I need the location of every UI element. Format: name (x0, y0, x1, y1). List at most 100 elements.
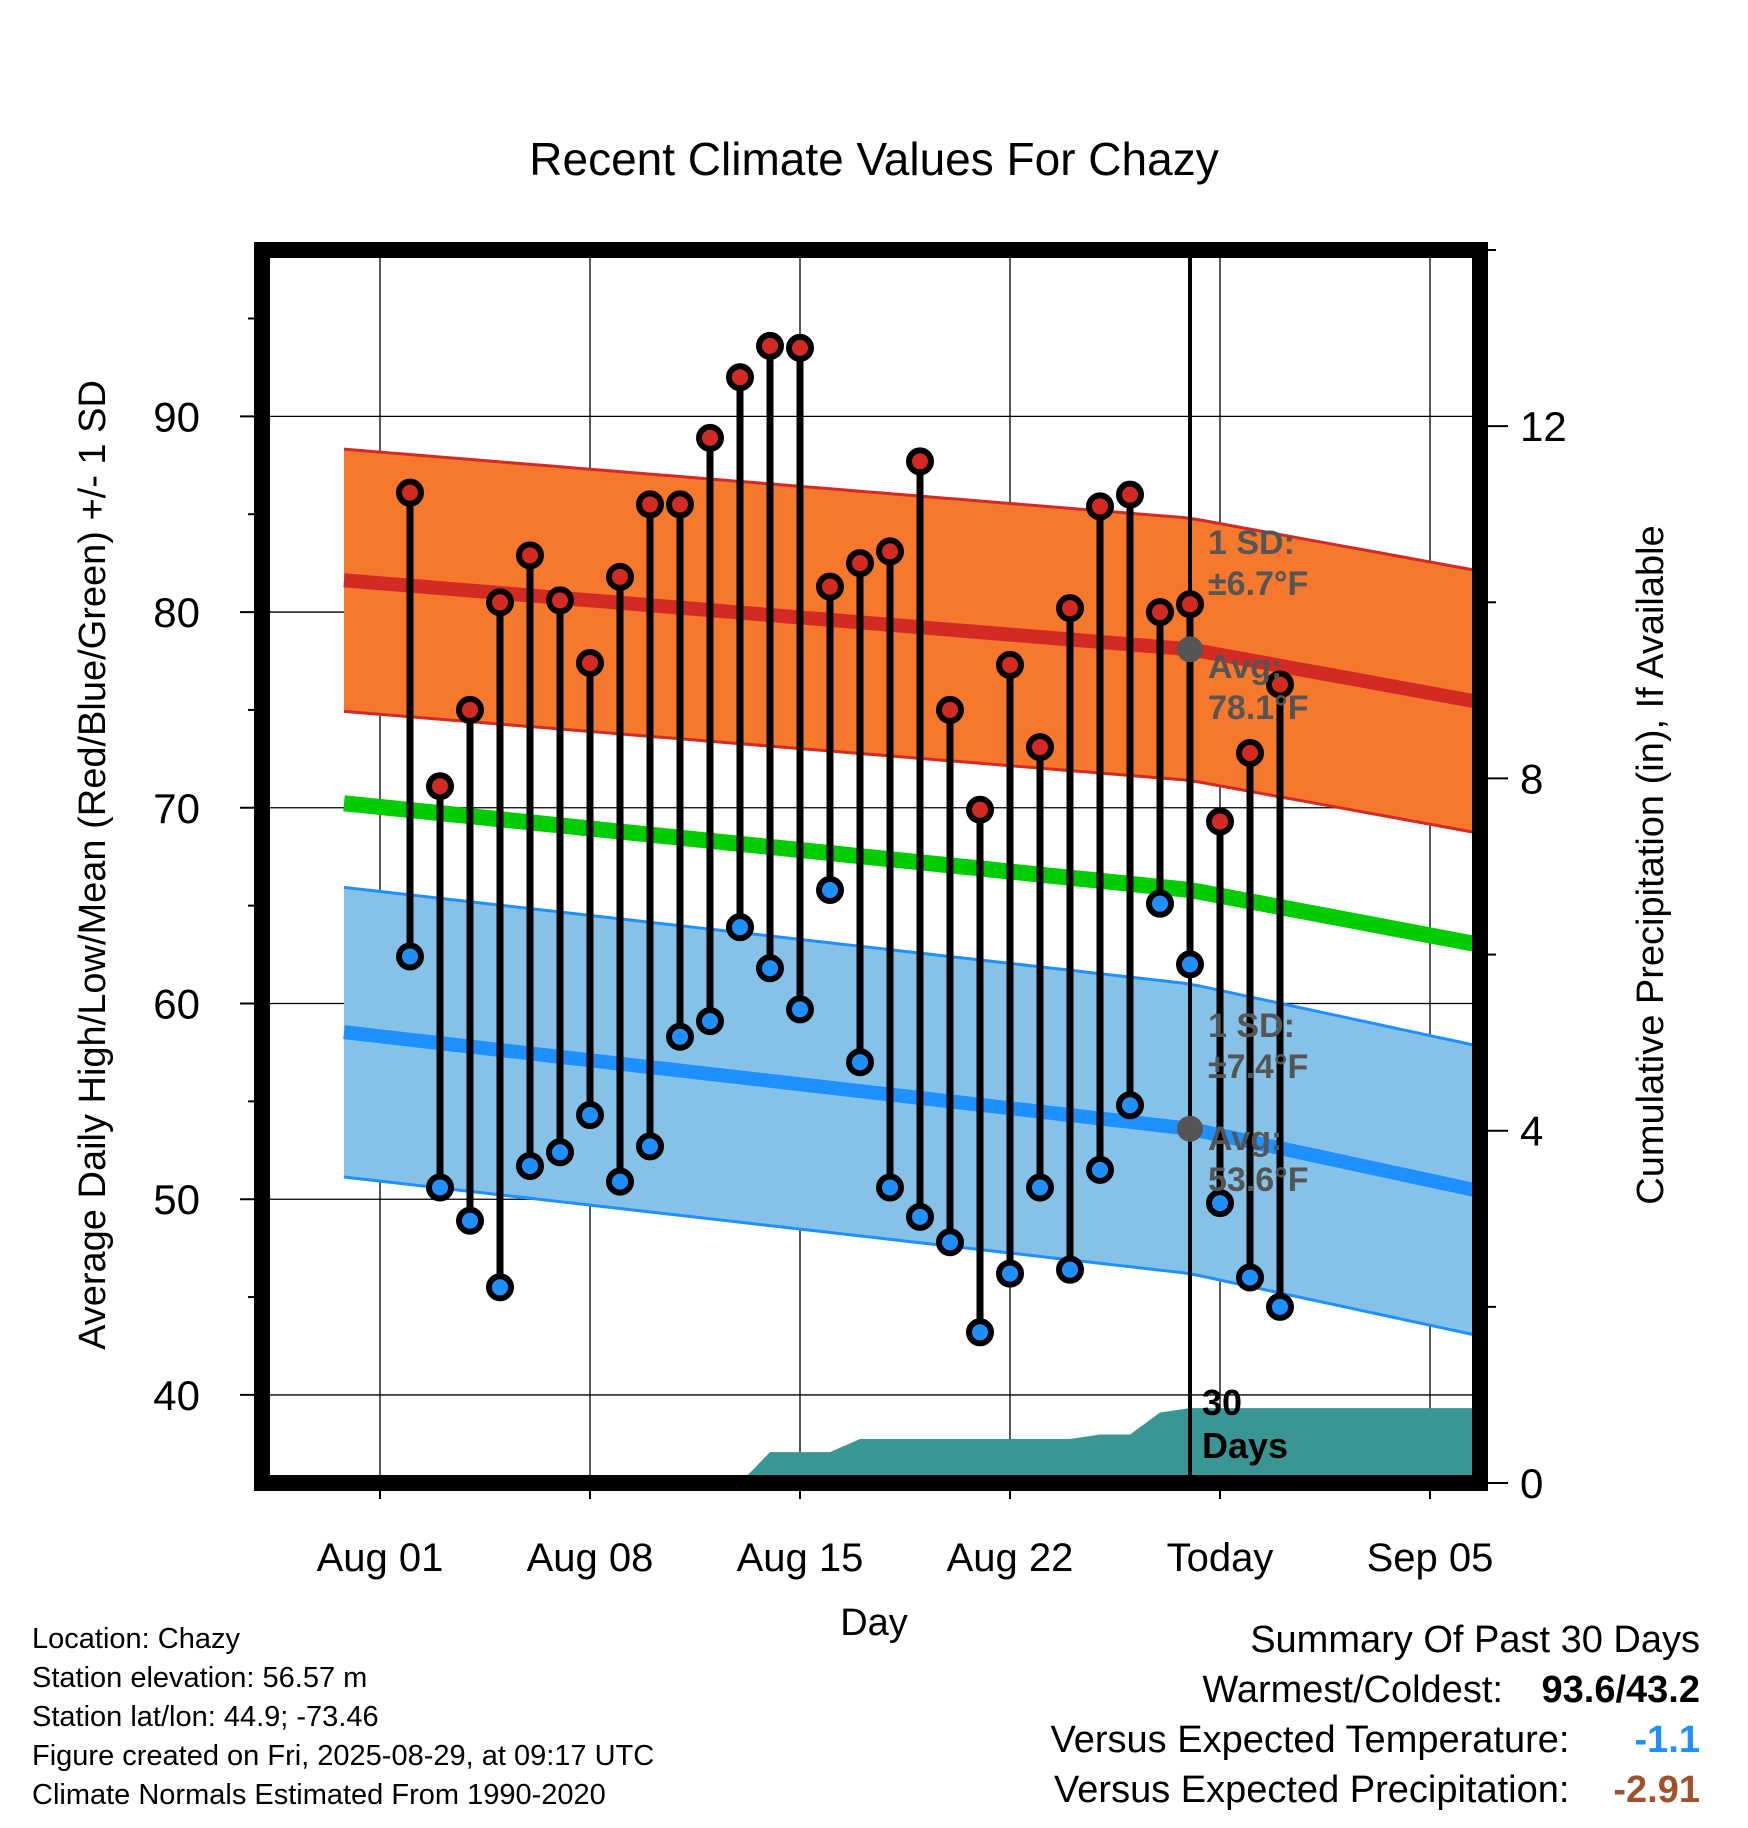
daily-high-point (846, 549, 874, 578)
low-avg-line (343, 1025, 1480, 1199)
high-sd-annotation-line: 1 SD: (1208, 524, 1295, 562)
daily-low-point (1026, 1173, 1054, 1202)
normals-text: Climate Normals Estimated From 1990-2020 (32, 1779, 606, 1811)
warm-cold-label: Warmest/Coldest: (1202, 1669, 1503, 1711)
daily-low-point (1266, 1292, 1294, 1321)
daily-high-point (816, 572, 844, 601)
daily-high-point (1086, 492, 1114, 521)
high-avg-annotation-line: 78.1°F (1208, 689, 1309, 727)
high-avg-line (343, 573, 1480, 710)
daily-low-point (516, 1151, 544, 1180)
daily-high-point (546, 586, 574, 615)
daily-high-point (1236, 738, 1264, 767)
daily-low-point (1176, 950, 1204, 979)
daily-low-point (576, 1101, 604, 1130)
daily-low-point (786, 995, 814, 1024)
daily-low-point (876, 1173, 904, 1202)
today-low-avg-marker (1177, 1115, 1203, 1142)
daily-high-point (876, 537, 904, 566)
x-tick-label: Today (1167, 1536, 1274, 1580)
today-days-label-line: 30 (1202, 1382, 1242, 1423)
location-text: Location: Chazy (32, 1623, 240, 1655)
daily-low-point (966, 1318, 994, 1347)
high-avg-annotation-line: Avg: (1208, 648, 1282, 686)
daily-low-point (756, 954, 784, 983)
low-sd-annotation: 1 SD: ±7.4°F (1208, 1007, 1308, 1086)
today-days-label: 30 Days (1202, 1382, 1288, 1466)
y2-tick-label: 8 (1520, 755, 1543, 802)
daily-low-point (396, 942, 424, 971)
low-sd-upper-edge (343, 885, 1480, 1048)
y2-axis-label: Cumulative Precipitation (in), If Availa… (1630, 525, 1672, 1204)
daily-high-point (786, 333, 814, 362)
x-tick-label: Aug 08 (527, 1536, 654, 1580)
low-avg-annotation: Avg: 53.6°F (1208, 1120, 1309, 1199)
plot-frame (254, 242, 1488, 1491)
high-sd-annotation-line: ±6.7°F (1208, 565, 1308, 603)
daily-high-point (1206, 807, 1234, 836)
warm-cold-value: 93.6/43.2 (1541, 1669, 1700, 1711)
x-tick-label: Sep 05 (1367, 1536, 1494, 1580)
mean-avg-line (343, 795, 1480, 953)
chart-title: Recent Climate Values For Chazy (529, 133, 1218, 185)
summary-panel: Summary Of Past 30 Days Warmest/Coldest:… (1051, 1615, 1700, 1815)
y-tick-label: 60 (153, 981, 200, 1028)
y-tick-label: 80 (153, 589, 200, 636)
y-tick-label: 40 (153, 1372, 200, 1419)
daily-low-point (636, 1132, 664, 1161)
daily-high-point (1176, 590, 1204, 619)
y-tick-label: 70 (153, 785, 200, 832)
high-sd-upper-edge (343, 447, 1480, 573)
daily-high-point (486, 588, 514, 617)
elevation-text: Station elevation: 56.57 m (32, 1662, 368, 1694)
daily-low-point (456, 1206, 484, 1235)
high-sd-annotation: 1 SD: ±6.7°F (1208, 524, 1308, 603)
today-high-avg-marker (1177, 636, 1203, 663)
daily-low-point (1116, 1091, 1144, 1120)
daily-high-point (726, 363, 754, 392)
y2-tick-label: 12 (1520, 403, 1567, 450)
y-tick-label: 90 (153, 393, 200, 440)
daily-low-point (1086, 1155, 1114, 1184)
temp-label: Versus Expected Temperature: (1050, 1719, 1570, 1761)
daily-low-point (606, 1167, 634, 1196)
high-sd-band (344, 449, 1480, 834)
x-tick-label: Aug 22 (947, 1536, 1074, 1580)
daily-low-point (486, 1273, 514, 1302)
x-tick-label: Aug 01 (317, 1536, 444, 1580)
daily-low-point (1146, 889, 1174, 918)
today-days-label-line: Days (1202, 1425, 1288, 1466)
daily-low-point (846, 1048, 874, 1077)
summary-warm-cold: Warmest/Coldest: 93.6/43.2 (1051, 1665, 1700, 1715)
daily-high-point (636, 490, 664, 519)
daily-high-point (606, 562, 634, 591)
low-sd-band (344, 887, 1480, 1337)
daily-high-point (996, 650, 1024, 679)
daily-high-point (396, 478, 424, 507)
station-info: Location: Chazy Station elevation: 56.57… (32, 1620, 654, 1815)
y2-tick-label: 4 (1520, 1108, 1543, 1155)
daily-low-point (546, 1138, 574, 1167)
low-avg-annotation-line: Avg: (1208, 1120, 1282, 1158)
summary-title: Summary Of Past 30 Days (1250, 1619, 1700, 1661)
daily-high-point (456, 695, 484, 724)
daily-high-point (1146, 598, 1174, 627)
high-sd-lower-edge (343, 709, 1480, 835)
temp-value: -1.1 (1634, 1719, 1700, 1761)
precip-value: -2.91 (1613, 1769, 1700, 1811)
x-axis-label: Day (840, 1602, 908, 1644)
daily-high-point (906, 447, 934, 476)
daily-low-point (1236, 1263, 1264, 1292)
daily-high-point (1116, 480, 1144, 509)
daily-high-point (1026, 733, 1054, 762)
y2-tick-label: 0 (1520, 1460, 1543, 1507)
daily-high-point (426, 772, 454, 801)
low-sd-annotation-line: 1 SD: (1208, 1007, 1295, 1045)
daily-low-point (1206, 1189, 1234, 1218)
daily-high-point (576, 648, 604, 677)
latlon-text: Station lat/lon: 44.9; -73.46 (32, 1701, 379, 1733)
created-text: Figure created on Fri, 2025-08-29, at 09… (32, 1740, 655, 1772)
